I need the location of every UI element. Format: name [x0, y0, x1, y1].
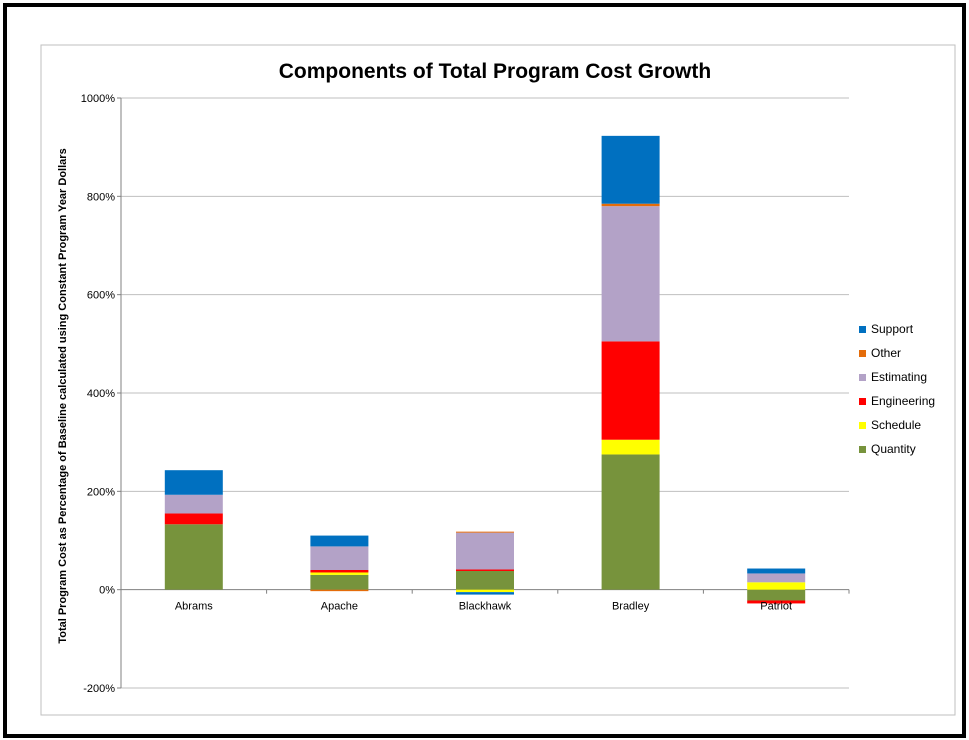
legend-label-quantity: Quantity — [871, 442, 916, 456]
plot-area-border — [40, 44, 956, 716]
stacked-bar-chart: Abrams Apache Blackhawk Bradley Patriot -200… — [40, 44, 956, 716]
bar-segment-estimating-abrams — [164, 494, 223, 514]
bar-segment-quantity-patriot — [747, 589, 806, 601]
legend: Support Other Estimating Engineering Schedul… — [859, 322, 935, 456]
bar-segment-quantity-apache — [310, 574, 369, 590]
chart-frame: Abrams Apache Blackhawk Bradley Patriot -200… — [3, 3, 966, 738]
x-axis: Abrams Apache Blackhawk Bradley Patriot — [120, 589, 850, 613]
legend-label-estimating: Estimating — [871, 370, 927, 384]
x-tick-label: Patriot — [760, 601, 792, 613]
x-tick-label: Abrams — [175, 601, 213, 613]
bar-segment-engineering-apache — [310, 570, 369, 573]
bar-segment-engineering-abrams — [164, 513, 223, 525]
legend-label-support: Support — [871, 322, 914, 336]
bar-segment-quantity-abrams — [164, 524, 223, 590]
legend-label-engineering: Engineering — [871, 394, 935, 408]
bar-segment-engineering-patriot — [747, 600, 806, 604]
y-tick-label: -200% — [83, 683, 115, 695]
bar-segment-quantity-blackhawk — [456, 570, 514, 590]
y-tick-label: 1000% — [81, 93, 115, 105]
y-axis-label: Total Program Cost as Percentage of Base… — [57, 148, 69, 643]
bar-segment-schedule-apache — [310, 572, 369, 575]
legend-swatch-engineering — [859, 398, 866, 405]
legend-label-other: Other — [871, 346, 901, 360]
bar-segment-support-patriot — [747, 568, 806, 574]
y-tick-label: 600% — [87, 290, 115, 302]
y-tick-label: 200% — [87, 486, 115, 498]
bar-segment-other-blackhawk — [456, 531, 514, 533]
bar-segment-estimating-patriot — [747, 573, 806, 583]
bar-segment-schedule-blackhawk — [456, 589, 514, 593]
bar-segment-engineering-blackhawk — [456, 569, 514, 571]
x-tick-label: Apache — [321, 601, 358, 613]
y-tick-label: 800% — [87, 191, 115, 203]
y-tick-label: 0% — [99, 585, 115, 597]
legend-label-schedule: Schedule — [871, 418, 921, 432]
bar-segment-support-bradley — [601, 135, 660, 204]
x-tick-label: Bradley — [612, 601, 650, 613]
bar-segment-support-apache — [310, 535, 369, 547]
bar-segment-estimating-apache — [310, 546, 369, 570]
legend-swatch-estimating — [859, 374, 866, 381]
gridlines — [121, 97, 849, 689]
legend-swatch-support — [859, 326, 866, 333]
bar-segment-support-abrams — [164, 470, 223, 495]
legend-swatch-other — [859, 350, 866, 357]
legend-swatch-schedule — [859, 422, 866, 429]
bar-segment-other-apache — [310, 589, 369, 592]
bar-segment-support-blackhawk — [456, 592, 514, 595]
bar-segment-quantity-bradley — [601, 454, 660, 590]
y-axis: -200% 0% 200% 400% 600% 800% 1000% — [81, 93, 122, 695]
y-tick-label: 400% — [87, 388, 115, 400]
bar-segment-engineering-bradley — [601, 341, 660, 440]
bar-segment-estimating-bradley — [601, 206, 660, 342]
legend-swatch-quantity — [859, 446, 866, 453]
bar-segment-schedule-patriot — [747, 582, 806, 590]
bar-segment-estimating-blackhawk — [456, 532, 514, 570]
bars — [164, 135, 806, 604]
bar-segment-other-bradley — [601, 203, 660, 207]
x-tick-label: Blackhawk — [459, 601, 512, 613]
chart-title: Components of Total Program Cost Growth — [279, 60, 711, 83]
bar-segment-schedule-bradley — [601, 439, 660, 455]
